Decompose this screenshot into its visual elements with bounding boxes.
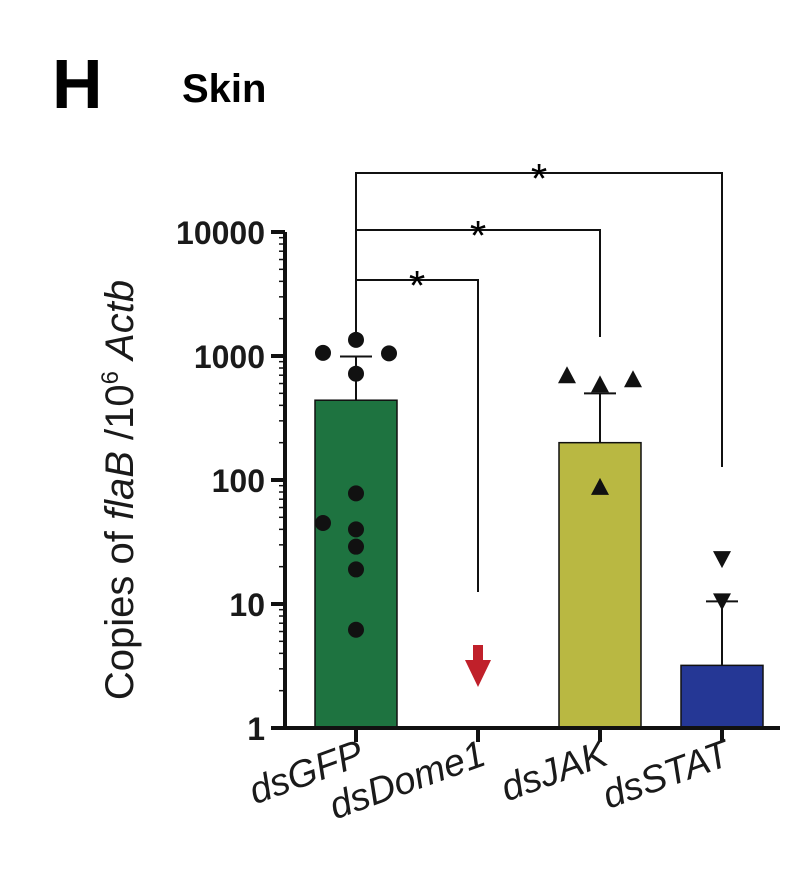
y-tick-label-100: 100 xyxy=(212,463,265,499)
significance-label-dsSTAT: * xyxy=(531,155,547,202)
y-tick-label-1000: 1000 xyxy=(194,339,265,375)
data-point xyxy=(591,375,609,393)
y-axis-label-prefix: Copies of xyxy=(98,520,142,700)
y-tick-label-10: 10 xyxy=(229,587,265,623)
data-point xyxy=(315,344,331,361)
data-point xyxy=(348,621,364,638)
data-point xyxy=(348,538,364,555)
data-point xyxy=(348,521,364,538)
data-point xyxy=(558,366,576,384)
panel-letter: H xyxy=(52,45,103,123)
y-axis-label-space xyxy=(98,360,142,371)
y-axis-label-mid: /10 xyxy=(98,384,142,451)
x-tick-label-dsSTAT: dsSTAT xyxy=(597,732,738,817)
data-point xyxy=(348,365,364,382)
y-axis-label: Copies of flaB /106 Actb xyxy=(97,280,142,700)
data-point xyxy=(591,477,609,495)
bar-dsSTAT xyxy=(680,664,764,729)
data-point xyxy=(315,515,331,532)
panel-title: Skin xyxy=(182,67,266,111)
below-detection-arrow xyxy=(465,645,491,687)
data-point xyxy=(348,485,364,502)
significance-label-dsDome1: * xyxy=(409,262,425,309)
y-axis-label-exponent: 6 xyxy=(97,371,124,384)
y-axis-label-gene: flaB xyxy=(98,451,142,520)
significance-bracket-dsSTAT xyxy=(355,172,723,467)
data-point xyxy=(348,561,364,578)
y-axis-label-reference: Actb xyxy=(98,280,142,362)
y-tick-label-1: 1 xyxy=(247,711,265,747)
x-tick-label-dsJAK: dsJAK xyxy=(496,732,615,810)
data-point xyxy=(624,370,642,388)
data-point xyxy=(713,551,731,569)
y-tick-label-10000: 10000 xyxy=(176,215,265,251)
data-point xyxy=(381,345,397,362)
significance-label-dsJAK: * xyxy=(470,212,486,259)
data-point xyxy=(713,593,731,611)
